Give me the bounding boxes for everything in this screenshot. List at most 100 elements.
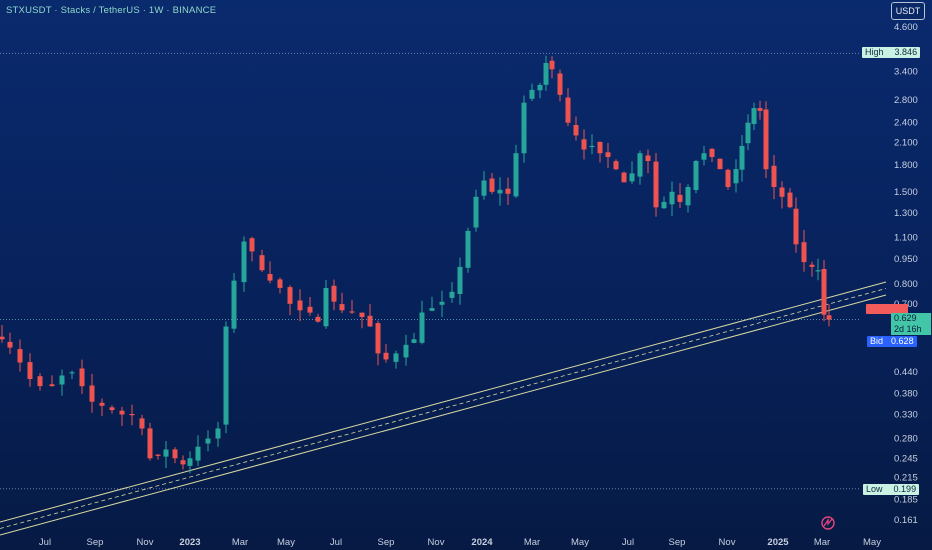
candle-body[interactable] (521, 102, 527, 154)
candle-body[interactable] (529, 89, 535, 99)
tradingview-logo-icon[interactable] (819, 516, 837, 530)
candle-body[interactable] (37, 376, 43, 387)
candle-body[interactable] (109, 407, 115, 411)
candle-body[interactable] (69, 372, 75, 374)
candle-body[interactable] (287, 287, 293, 304)
candle-body[interactable] (725, 169, 731, 187)
candle-body[interactable] (677, 194, 683, 202)
candle-body[interactable] (215, 428, 221, 439)
candle-body[interactable] (757, 108, 763, 111)
candle-body[interactable] (739, 145, 745, 170)
candle-body[interactable] (549, 60, 555, 70)
candle-body[interactable] (709, 148, 715, 157)
candle-body[interactable] (429, 308, 435, 311)
candle-body[interactable] (172, 449, 178, 459)
candle-body[interactable] (597, 141, 603, 154)
candle-body[interactable] (669, 191, 675, 205)
candle-body[interactable] (267, 274, 273, 281)
candle-body[interactable] (231, 280, 237, 329)
candle-body[interactable] (411, 339, 417, 343)
candle-body[interactable] (473, 196, 479, 228)
trendline[interactable] (0, 281, 887, 523)
candle-body[interactable] (27, 362, 33, 379)
candle-body[interactable] (581, 139, 587, 150)
candle-body[interactable] (489, 178, 495, 192)
candle-body[interactable] (331, 285, 337, 302)
candle-body[interactable] (645, 155, 651, 162)
candle-body[interactable] (815, 270, 821, 272)
candle-body[interactable] (557, 73, 563, 95)
candle-body[interactable] (99, 402, 105, 406)
candle-body[interactable] (751, 108, 757, 124)
candle-body[interactable] (259, 255, 265, 271)
candle-body[interactable] (155, 454, 161, 456)
candle-body[interactable] (565, 97, 571, 123)
candle-body[interactable] (457, 266, 463, 294)
candle-body[interactable] (543, 63, 549, 85)
candle-body[interactable] (589, 145, 595, 148)
candle-body[interactable] (49, 384, 55, 387)
candle-body[interactable] (693, 161, 699, 190)
candle-body[interactable] (205, 438, 211, 444)
candle-body[interactable] (621, 172, 627, 183)
candle-body[interactable] (277, 279, 283, 288)
candle-body[interactable] (661, 201, 667, 209)
candle-body[interactable] (629, 173, 635, 182)
candle-body[interactable] (439, 301, 445, 305)
candle-body[interactable] (0, 336, 5, 340)
candle-body[interactable] (745, 122, 751, 144)
candle-body[interactable] (180, 460, 186, 465)
candle-body[interactable] (497, 189, 503, 194)
candle-body[interactable] (223, 326, 229, 425)
candle-body[interactable] (187, 458, 193, 466)
candle-body[interactable] (481, 180, 487, 196)
candle-body[interactable] (801, 242, 807, 263)
candle-body[interactable] (821, 269, 827, 315)
candle-body[interactable] (763, 109, 769, 170)
candle-body[interactable] (241, 241, 247, 283)
candle-body[interactable] (315, 316, 321, 322)
candle-body[interactable] (685, 187, 691, 206)
candle-body[interactable] (375, 323, 381, 354)
currency-button[interactable]: USDT (891, 2, 925, 20)
candle-body[interactable] (249, 238, 255, 252)
candle-body[interactable] (119, 410, 125, 415)
candle-body[interactable] (307, 306, 313, 313)
candle-body[interactable] (826, 315, 832, 320)
candle-body[interactable] (359, 312, 365, 317)
candle-body[interactable] (89, 385, 95, 402)
candle-body[interactable] (147, 428, 153, 459)
candle-body[interactable] (349, 311, 355, 313)
trendline[interactable] (0, 294, 887, 536)
candle-body[interactable] (717, 158, 723, 170)
candle-body[interactable] (7, 341, 13, 348)
symbol-title[interactable]: STXUSDT · Stacks / TetherUS · 1W · BINAN… (6, 5, 217, 16)
candle-body[interactable] (393, 353, 399, 362)
candle-body[interactable] (505, 188, 511, 194)
candle-body[interactable] (403, 344, 409, 358)
candle-body[interactable] (809, 264, 815, 267)
candle-body[interactable] (449, 291, 455, 298)
candle-body[interactable] (339, 304, 345, 311)
candle-body[interactable] (613, 161, 619, 170)
candle-body[interactable] (297, 300, 303, 311)
candle-body[interactable] (139, 418, 145, 429)
candle-body[interactable] (537, 85, 543, 91)
candle-body[interactable] (733, 169, 739, 184)
candle-body[interactable] (573, 125, 579, 136)
candle-body[interactable] (383, 352, 389, 360)
candle-body[interactable] (793, 208, 799, 245)
candle-body[interactable] (787, 192, 793, 208)
candle-body[interactable] (513, 153, 519, 197)
trendline-midline[interactable] (0, 288, 887, 529)
candle-body[interactable] (605, 152, 611, 157)
candle-body[interactable] (79, 368, 85, 387)
candle-body[interactable] (465, 230, 471, 268)
candle-body[interactable] (779, 187, 785, 197)
candle-body[interactable] (637, 153, 643, 177)
candle-body[interactable] (367, 315, 373, 327)
candle-body[interactable] (163, 449, 169, 457)
candle-body[interactable] (59, 375, 65, 385)
candle-body[interactable] (701, 153, 707, 160)
